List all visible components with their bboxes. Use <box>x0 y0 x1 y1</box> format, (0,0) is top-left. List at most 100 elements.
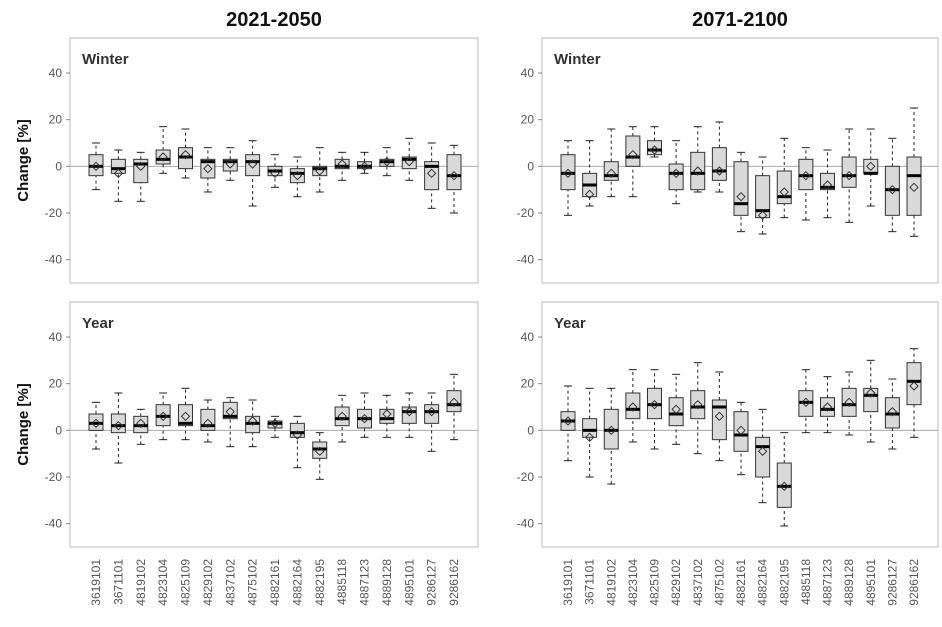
x-tick-label: 9286162 <box>907 559 921 606</box>
y-tick-label: 0 <box>55 423 62 437</box>
mean-marker <box>158 152 168 162</box>
mean-marker <box>426 168 437 179</box>
x-tick-label: 4837102 <box>223 559 237 606</box>
x-tick-label: 4882164 <box>290 559 304 606</box>
mean-marker <box>757 210 768 221</box>
mean-marker <box>887 406 898 417</box>
x-tick-label: 3619101 <box>89 559 103 606</box>
mean-marker <box>736 191 746 202</box>
box <box>820 397 835 417</box>
y-tick-label: -40 <box>517 517 535 531</box>
mean-marker <box>801 397 811 408</box>
x-tick-label: 4882161 <box>734 559 748 606</box>
y-tick-label: 0 <box>55 159 62 173</box>
mean-marker <box>606 425 616 436</box>
mean-marker <box>909 381 919 391</box>
panel-label: Winter <box>82 51 129 68</box>
y-tick-label: -20 <box>517 470 535 484</box>
mean-marker <box>628 149 638 160</box>
box <box>755 175 771 219</box>
x-tick-label: 4885118 <box>799 559 813 605</box>
y-axis-label: Change [%] <box>15 119 32 202</box>
mean-marker <box>866 388 876 398</box>
mean-marker <box>844 397 854 408</box>
mean-marker <box>337 411 347 422</box>
box <box>690 151 706 191</box>
panel-frame <box>69 301 479 548</box>
panel-label: Winter <box>554 51 601 68</box>
mean-marker <box>671 168 681 179</box>
x-tick-label: 4895101 <box>864 559 878 606</box>
box <box>906 156 922 216</box>
box <box>200 158 216 179</box>
mean-marker <box>909 182 919 193</box>
mean-marker <box>158 411 168 422</box>
x-tick-label: 9286127 <box>885 559 899 606</box>
mean-marker <box>584 189 595 200</box>
mean-marker <box>136 418 146 429</box>
mean-marker <box>91 418 101 429</box>
box <box>733 161 749 216</box>
mean-marker <box>247 159 258 169</box>
y-tick-label: 20 <box>49 113 63 127</box>
mean-marker <box>844 170 854 181</box>
mean-marker <box>382 409 392 419</box>
y-tick-label: 40 <box>49 330 63 344</box>
x-tick-label: 3671101 <box>111 559 125 605</box>
mean-marker <box>779 481 789 492</box>
mean-marker <box>426 406 437 417</box>
mean-marker <box>449 170 459 181</box>
y-axis-label: Change [%] <box>15 383 32 466</box>
box <box>446 390 462 413</box>
y-tick-label: 40 <box>521 330 535 344</box>
panel-frame <box>69 37 479 284</box>
mean-marker <box>270 168 280 179</box>
mean-marker <box>136 161 146 172</box>
mean-marker <box>359 161 370 172</box>
mean-marker <box>693 166 703 176</box>
mean-marker <box>779 187 789 197</box>
x-tick-label: 4887123 <box>358 559 372 606</box>
mean-marker <box>736 425 746 436</box>
box <box>379 408 395 424</box>
x-tick-label: 4895101 <box>402 559 416 606</box>
x-tick-label: 9286162 <box>447 559 461 606</box>
y-tick-label: 20 <box>521 113 535 127</box>
x-tick-label: 4889128 <box>380 559 394 606</box>
x-tick-label: 4823104 <box>156 559 170 606</box>
box <box>625 392 641 420</box>
mean-marker <box>822 402 833 412</box>
mean-marker <box>822 180 833 190</box>
y-tick-label: -20 <box>45 470 63 484</box>
y-tick-label: 40 <box>521 66 535 80</box>
mean-marker <box>801 170 811 181</box>
mean-marker <box>649 145 660 155</box>
mean-marker <box>113 420 124 431</box>
panel-frame <box>541 301 939 548</box>
y-tick-label: 20 <box>49 377 63 391</box>
box <box>668 397 684 427</box>
x-tick-label: 4829102 <box>669 559 683 606</box>
mean-marker <box>203 163 213 174</box>
mean-marker <box>359 413 370 424</box>
x-tick-label: 4819102 <box>134 559 148 606</box>
y-tick-label: -40 <box>45 253 63 267</box>
y-tick-label: -20 <box>517 206 535 220</box>
panel-frame <box>541 37 939 284</box>
column-title: 2071-2100 <box>692 9 788 31</box>
y-tick-label: 0 <box>527 159 534 173</box>
mean-marker <box>866 161 876 172</box>
mean-marker <box>404 156 414 167</box>
mean-marker <box>91 161 101 172</box>
y-tick-label: -40 <box>517 253 535 267</box>
x-tick-label: 3619101 <box>561 559 575 606</box>
mean-marker <box>382 156 392 167</box>
x-tick-label: 4819102 <box>604 559 618 606</box>
mean-marker <box>292 430 303 440</box>
x-tick-label: 4829102 <box>201 559 215 606</box>
mean-marker <box>247 416 258 426</box>
x-tick-label: 4837102 <box>691 559 705 606</box>
box <box>178 404 193 427</box>
mean-marker <box>203 418 213 429</box>
